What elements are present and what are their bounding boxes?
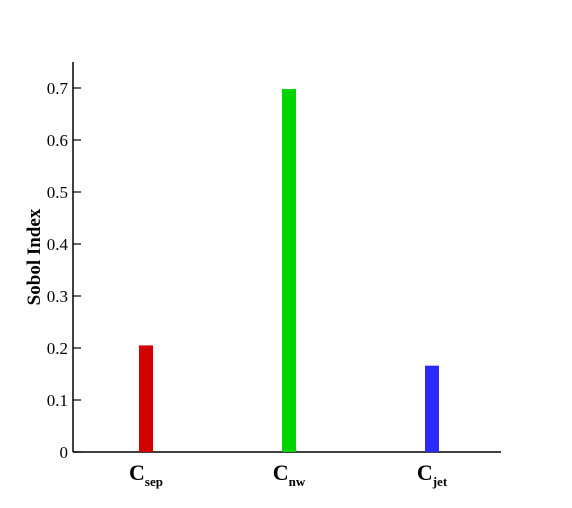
y-tick-label-5: 0.5 — [47, 183, 68, 202]
y-tick-label-0: 0 — [60, 443, 69, 462]
bars — [139, 89, 439, 452]
y-ticks — [73, 87, 81, 453]
y-axis-title: Sobol Index — [24, 208, 45, 305]
bar-C-nw — [282, 89, 296, 452]
plot-area: 0 0.1 0.2 0.3 0.4 0.5 0.6 0.7 Csep Cnw Cjet Sobol… — [24, 62, 501, 489]
y-tick-label-2: 0.2 — [47, 339, 68, 358]
y-tick-label-6: 0.6 — [47, 131, 68, 150]
bar-C-jet — [425, 365, 439, 452]
y-tick-labels: 0 0.1 0.2 0.3 0.4 0.5 0.6 0.7 — [47, 79, 69, 462]
y-tick-label-7: 0.7 — [47, 79, 69, 98]
y-tick-label-1: 0.1 — [47, 391, 68, 410]
x-tick-labels: Csep Cnw Cjet — [129, 460, 448, 489]
y-tick-label-3: 0.3 — [47, 287, 68, 306]
bar-C-sep — [139, 345, 153, 452]
x-tick-label-jet: Cjet — [417, 460, 448, 489]
x-tick-label-nw: Cnw — [273, 460, 306, 489]
x-tick-label-sep: Csep — [129, 460, 163, 489]
y-tick-label-4: 0.4 — [47, 235, 69, 254]
